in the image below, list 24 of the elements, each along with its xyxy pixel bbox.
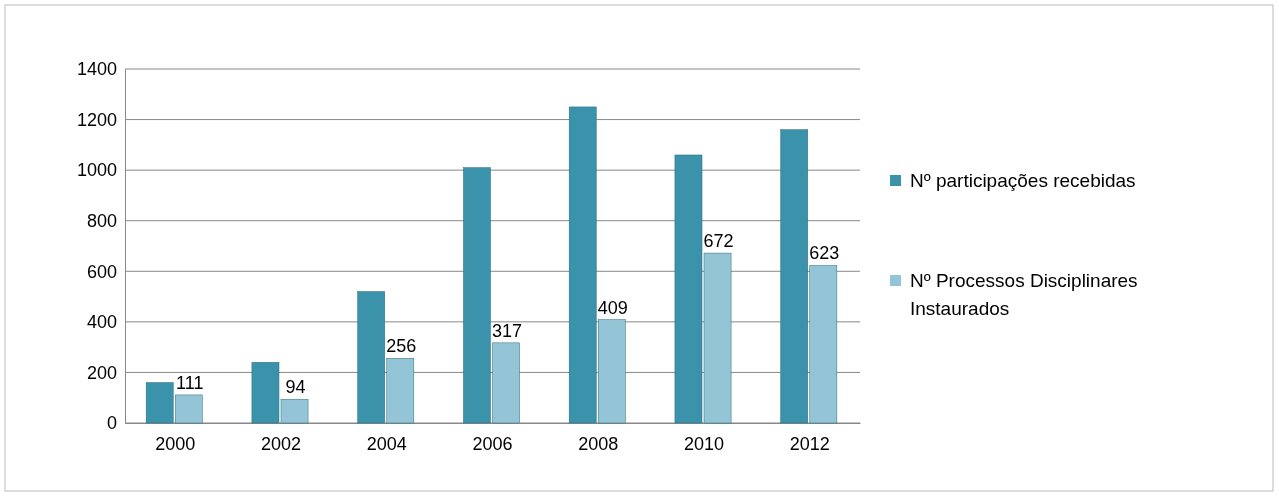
- y-tick-label: 800: [86, 210, 117, 231]
- y-tick-label: 600: [86, 261, 117, 282]
- data-label: 623: [809, 243, 840, 264]
- data-label: 111: [176, 372, 204, 393]
- y-tick-label: 1200: [76, 109, 117, 130]
- legend-label: Nº Processos Disciplinares Instaurados: [910, 270, 1138, 319]
- y-tick-label: 400: [86, 312, 117, 333]
- data-label: 317: [492, 320, 523, 341]
- x-tick-label: 2012: [789, 433, 830, 454]
- x-tick-label: 2006: [472, 433, 513, 454]
- x-tick-label: 2008: [578, 433, 619, 454]
- y-tick-label: 1400: [76, 59, 117, 80]
- data-label: 672: [703, 231, 734, 252]
- x-tick-label: 2002: [260, 433, 302, 454]
- x-tick-label: 2000: [155, 433, 196, 454]
- y-tick-label: 1000: [76, 160, 117, 181]
- data-label: 256: [386, 336, 417, 357]
- y-tick-label: 0: [106, 413, 117, 434]
- legend-label: Nº participações recebidas: [910, 170, 1136, 191]
- data-label: 94: [285, 377, 306, 398]
- data-label: 409: [597, 297, 628, 318]
- x-tick-label: 2004: [366, 433, 407, 454]
- y-tick-label: 200: [86, 362, 117, 383]
- x-tick-label: 2010: [683, 433, 725, 454]
